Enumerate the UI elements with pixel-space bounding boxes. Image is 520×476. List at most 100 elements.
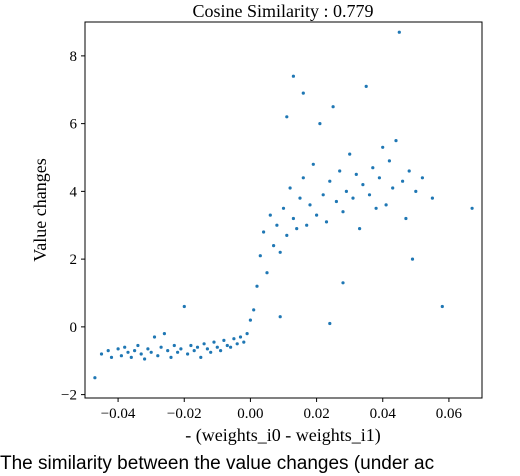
data-point — [414, 189, 418, 193]
data-point — [430, 196, 434, 200]
data-point — [126, 350, 130, 354]
data-point — [295, 227, 299, 231]
data-point — [136, 343, 140, 348]
data-point — [222, 338, 226, 342]
data-point — [232, 337, 236, 341]
data-point — [159, 345, 163, 349]
x-axis: −0.04 −0.02 0.00 0.02 0.04 0.06 — [101, 398, 463, 422]
data-point — [328, 321, 332, 326]
data-point — [248, 318, 252, 322]
data-point — [420, 176, 424, 180]
data-point — [169, 355, 173, 359]
y-tick-label: −2 — [61, 388, 77, 404]
data-point — [265, 271, 269, 275]
data-point — [288, 186, 292, 190]
y-axis-title: Value changes — [30, 158, 50, 261]
data-point — [311, 162, 315, 166]
data-point — [152, 335, 157, 339]
data-point — [229, 345, 233, 349]
data-point — [156, 354, 160, 358]
data-point — [162, 332, 166, 336]
data-point — [149, 350, 153, 354]
chart-area: Cosine Similarity : 0.779 −0.04 −0.02 0.00… — [30, 1, 483, 446]
data-point — [245, 332, 249, 336]
data-point — [305, 223, 309, 227]
x-tick-label: 0.06 — [436, 406, 463, 422]
data-point — [129, 355, 133, 359]
data-point — [364, 84, 368, 88]
data-point — [199, 355, 203, 359]
data-point — [298, 196, 302, 200]
x-tick-label: 0.02 — [303, 406, 329, 422]
data-point — [278, 315, 282, 319]
data-point — [109, 355, 114, 359]
data-point — [202, 342, 206, 346]
data-point — [139, 352, 143, 356]
data-point — [318, 122, 322, 126]
y-tick-label: 8 — [70, 49, 78, 65]
data-point — [179, 347, 183, 351]
x-tick-label: 0.00 — [237, 406, 263, 422]
chart-title: Cosine Similarity : 0.779 — [192, 1, 373, 21]
data-point — [219, 349, 223, 353]
data-point — [205, 347, 209, 351]
x-tick-label: −0.02 — [167, 406, 202, 422]
data-point — [182, 304, 186, 309]
plot-frame — [84, 21, 483, 399]
data-point — [341, 210, 345, 214]
data-point — [272, 244, 276, 248]
data-point — [252, 308, 256, 312]
data-point — [123, 345, 127, 349]
data-point — [278, 250, 282, 254]
data-point — [384, 203, 388, 207]
data-point — [351, 196, 355, 200]
data-point — [285, 115, 289, 119]
y-tick-label: 4 — [70, 184, 78, 200]
data-point — [361, 183, 365, 187]
plot-points — [93, 30, 474, 380]
y-tick-label: 2 — [70, 252, 78, 268]
data-point — [133, 349, 137, 353]
data-point — [143, 357, 147, 361]
data-point — [166, 349, 170, 353]
x-axis-title: - (weights_i0 - weights_i1) — [185, 425, 380, 446]
data-point — [367, 193, 372, 197]
data-point — [315, 213, 319, 217]
data-point — [308, 203, 312, 207]
data-point — [116, 347, 120, 351]
data-point — [394, 139, 398, 143]
data-point — [176, 350, 180, 354]
data-point — [275, 223, 279, 227]
data-point — [328, 179, 332, 183]
data-point — [291, 216, 295, 221]
data-point — [334, 199, 338, 204]
data-point — [258, 254, 262, 258]
data-point — [401, 179, 405, 183]
data-point — [338, 169, 342, 173]
data-point — [106, 349, 110, 353]
data-point — [172, 343, 176, 348]
data-point — [291, 74, 295, 78]
data-point — [195, 345, 200, 349]
data-point — [235, 342, 239, 346]
data-point — [301, 176, 305, 180]
data-point — [212, 340, 216, 344]
data-point — [410, 257, 415, 261]
data-point — [285, 233, 289, 237]
y-tick-label: 6 — [70, 117, 78, 133]
data-point — [281, 206, 286, 210]
data-point — [321, 193, 325, 197]
data-point — [262, 230, 266, 234]
data-point — [440, 304, 444, 309]
data-point — [209, 350, 213, 354]
data-point — [397, 30, 401, 34]
scatter-chart: Cosine Similarity : 0.779 −0.04 −0.02 0.00… — [30, 1, 483, 446]
data-point — [377, 176, 381, 180]
data-point — [301, 91, 305, 95]
data-point — [192, 349, 196, 353]
data-point — [146, 347, 150, 351]
data-point — [119, 354, 123, 358]
data-point — [255, 284, 259, 288]
data-point — [341, 281, 345, 285]
figure-caption: The similarity between the value changes… — [0, 453, 435, 474]
